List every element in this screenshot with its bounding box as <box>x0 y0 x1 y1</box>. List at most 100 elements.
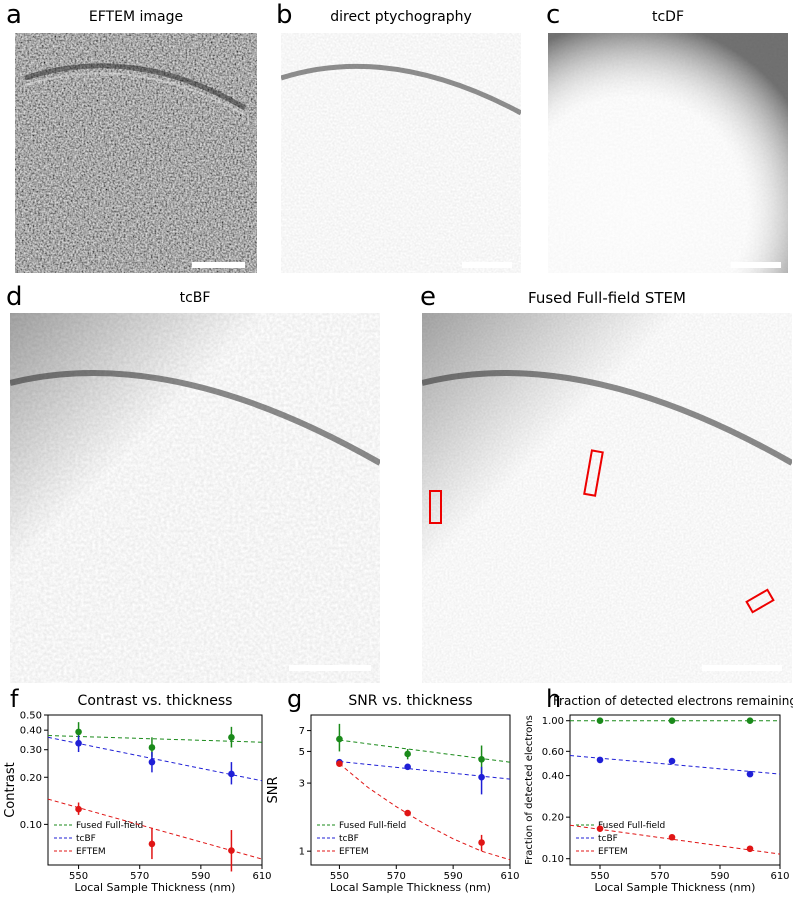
chart-f: f Contrast vs. thickness 550 570 590 610 Local… <box>3 685 272 894</box>
x-tick-label: 550 <box>69 871 88 882</box>
legend-label: tcBF <box>598 834 618 844</box>
scalebar <box>462 262 512 268</box>
legend-label: EFTEM <box>76 847 106 857</box>
legend-label: tcBF <box>76 834 96 844</box>
x-tick-label: 590 <box>710 871 729 882</box>
data-point <box>404 763 411 771</box>
x-tick-label: 590 <box>444 871 463 882</box>
y-tick-label: 5 <box>299 747 305 758</box>
legend-label: Fused Full-field <box>76 821 143 831</box>
x-tick-label: 550 <box>330 871 349 882</box>
y-tick-label: 0.10 <box>542 854 564 865</box>
tcbf-image <box>10 313 380 683</box>
plot-frame <box>569 714 781 866</box>
panel-title-b: direct ptychography <box>330 9 472 25</box>
data-point <box>75 739 82 747</box>
legend-label: Fused Full-field <box>339 821 406 831</box>
fit-line <box>47 736 263 782</box>
x-tick-label: 570 <box>130 871 149 882</box>
data-point <box>336 735 343 743</box>
y-tick-label: 1.00 <box>542 716 564 727</box>
panel-letter-b: b <box>276 0 293 30</box>
fit-line <box>569 824 781 855</box>
chart-g: g SNR vs. thickness 550 570 590 610 Local Samp… <box>266 685 520 894</box>
legend-label: EFTEM <box>598 847 628 857</box>
y-tick-label: 3 <box>299 779 305 790</box>
data-point <box>404 750 411 758</box>
chart-letter: f <box>10 685 19 713</box>
x-tick-label: 610 <box>252 871 271 882</box>
data-point <box>336 760 343 768</box>
plot-frame <box>310 714 511 866</box>
roi-box <box>429 490 442 524</box>
x-tick-label: 610 <box>770 871 789 882</box>
scalebar <box>289 665 371 671</box>
scalebar <box>192 262 245 268</box>
x-axis-label: Local Sample Thickness (nm) <box>75 881 236 894</box>
data-point <box>596 825 604 832</box>
data-point <box>404 809 411 817</box>
eftem-image <box>15 33 257 273</box>
y-tick-label: 0.20 <box>542 813 564 824</box>
x-tick-label: 570 <box>650 871 669 882</box>
fit-line <box>569 755 781 775</box>
x-axis-label: Local Sample Thickness (nm) <box>330 881 491 894</box>
y-tick-label: 0.60 <box>542 747 564 758</box>
chart-letter: g <box>287 685 302 713</box>
y-axis-label: Contrast <box>3 762 18 818</box>
chart-letter: h <box>546 685 561 713</box>
data-point <box>478 756 485 763</box>
plot-frame <box>47 714 263 866</box>
data-point <box>148 744 156 751</box>
fit-line <box>339 763 511 861</box>
data-point <box>75 728 82 736</box>
panel-letter-c: c <box>546 0 561 30</box>
data-point <box>668 757 676 765</box>
data-point <box>228 847 235 854</box>
data-point <box>148 758 156 766</box>
data-point <box>228 734 235 741</box>
chart-title: SNR vs. thickness <box>348 693 472 709</box>
y-tick-label: 0.40 <box>542 771 564 782</box>
panel-title-a: EFTEM image <box>88 9 184 25</box>
data-point <box>596 717 604 725</box>
x-axis-label: Local Sample Thickness (nm) <box>595 881 756 894</box>
panel-letter-d: d <box>6 282 23 312</box>
fused-stem-image <box>422 313 792 683</box>
y-axis-label: Fraction of detected electrons <box>524 715 535 865</box>
x-tick-label: 550 <box>590 871 609 882</box>
x-tick-label: 610 <box>500 871 519 882</box>
legend-label: tcBF <box>339 834 359 844</box>
chart-title: Fraction of detected electrons remaining <box>553 694 793 708</box>
fit-line <box>47 735 263 743</box>
roi-box <box>583 449 604 497</box>
legend-label: Fused Full-field <box>598 821 665 831</box>
panel-title-d: tcBF <box>179 290 211 306</box>
data-point <box>148 840 156 848</box>
panel-title-c: tcDF <box>651 9 685 25</box>
legend-label: EFTEM <box>339 847 369 857</box>
scalebar <box>702 665 782 671</box>
data-point <box>228 770 235 778</box>
tcdf-image <box>548 33 788 273</box>
data-point <box>746 770 754 778</box>
data-point <box>596 756 604 764</box>
x-tick-label: 590 <box>191 871 210 882</box>
y-tick-label: 0.40 <box>20 726 42 737</box>
x-tick-label: 570 <box>387 871 406 882</box>
data-point <box>668 833 676 841</box>
data-point <box>746 845 754 853</box>
panel-letter-e: e <box>420 282 436 312</box>
y-tick-label: 0.20 <box>20 773 42 784</box>
panel-letter-a: a <box>6 0 22 30</box>
charts-area: f Contrast vs. thickness 550 570 590 610 Local… <box>3 685 793 894</box>
roi-box <box>745 588 775 614</box>
y-tick-label: 0.10 <box>20 820 42 831</box>
y-tick-label: 0.30 <box>20 745 42 756</box>
y-tick-label: 7 <box>299 726 305 737</box>
y-tick-label: 0.50 <box>20 711 42 722</box>
scalebar <box>731 262 781 268</box>
data-point <box>75 805 82 813</box>
chart-title: Contrast vs. thickness <box>78 693 233 709</box>
